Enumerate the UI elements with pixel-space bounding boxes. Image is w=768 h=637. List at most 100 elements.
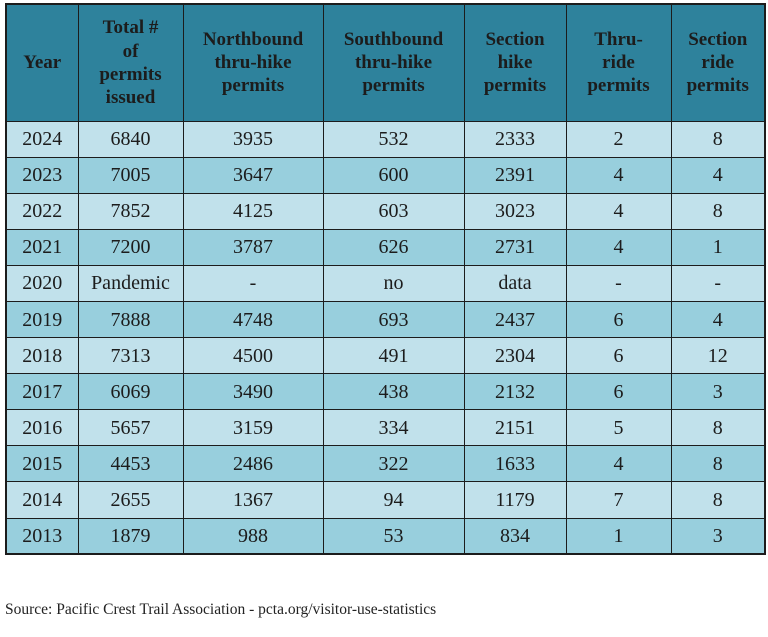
value-cell: 1633 [463, 445, 567, 483]
table-row: 2019 7888 4748 693 2437 6 4 [5, 300, 766, 339]
value-cell: 5 [565, 409, 672, 447]
value-cell: 3935 [182, 120, 324, 158]
value-cell: 834 [463, 517, 567, 555]
value-cell: 2151 [463, 409, 567, 447]
value-cell: 2333 [463, 120, 567, 158]
value-cell: 7313 [77, 337, 184, 375]
value-cell: 6840 [77, 120, 184, 158]
value-cell: 4500 [182, 337, 324, 375]
value-cell: 322 [322, 445, 465, 483]
value-cell: 4 [565, 228, 672, 266]
value-cell: 1 [670, 228, 766, 266]
table-row: 2017 6069 3490 438 2132 6 3 [5, 373, 766, 411]
value-cell: 4 [670, 156, 766, 194]
value-cell: 988 [182, 517, 324, 555]
value-cell: 600 [322, 156, 465, 194]
value-cell: 6069 [77, 373, 184, 411]
value-cell: 8 [670, 481, 766, 519]
value-cell: 5657 [77, 409, 184, 447]
value-cell: 334 [322, 409, 465, 447]
value-cell: 1367 [182, 481, 324, 519]
value-cell: 6 [565, 300, 672, 339]
year-cell: 2024 [5, 120, 79, 158]
table-body: 2024 6840 3935 532 2333 2 8 2023 7005 3647 600 2391… [5, 120, 766, 555]
year-cell: 2013 [5, 517, 79, 555]
value-cell: 2655 [77, 481, 184, 519]
value-cell: - [565, 264, 672, 302]
value-cell: 1879 [77, 517, 184, 555]
year-cell: 2021 [5, 228, 79, 266]
value-cell: - [670, 264, 766, 302]
value-cell: 3023 [463, 192, 567, 230]
col-header-southbound: Southbound thru-hike permits [322, 3, 465, 122]
col-header-section-ride: Section ride permits [670, 3, 766, 122]
table-row: 2018 7313 4500 491 2304 6 12 [5, 337, 766, 375]
source-note: Source: Pacific Crest Trail Association … [5, 601, 437, 618]
value-cell: 532 [322, 120, 465, 158]
col-header-northbound: Northbound thru-hike permits [182, 3, 324, 122]
value-cell: - [182, 264, 324, 302]
value-cell: 6 [565, 373, 672, 411]
year-cell: 2015 [5, 445, 79, 483]
value-cell: 2437 [463, 300, 567, 339]
value-cell: 693 [322, 300, 465, 339]
header-row: Year Total # of permits issued Northboun… [5, 3, 766, 122]
value-cell: 7888 [77, 300, 184, 339]
value-cell: 3647 [182, 156, 324, 194]
col-header-section-hike: Section hike permits [463, 3, 567, 122]
value-cell: 7 [565, 481, 672, 519]
value-cell: 53 [322, 517, 465, 555]
value-cell: 2304 [463, 337, 567, 375]
value-cell: 2391 [463, 156, 567, 194]
table-row: 2022 7852 4125 603 3023 4 8 [5, 192, 766, 230]
value-cell: 626 [322, 228, 465, 266]
value-cell: 7005 [77, 156, 184, 194]
value-cell: 7200 [77, 228, 184, 266]
table-row: 2021 7200 3787 626 2731 4 1 [5, 228, 766, 266]
table-row: 2024 6840 3935 532 2333 2 8 [5, 120, 766, 158]
value-cell: 4 [565, 192, 672, 230]
table-row: 2014 2655 1367 94 1179 7 8 [5, 481, 766, 519]
value-cell: data [463, 264, 567, 302]
value-cell: 4 [670, 300, 766, 339]
year-cell: 2023 [5, 156, 79, 194]
value-cell: 1 [565, 517, 672, 555]
year-cell: 2022 [5, 192, 79, 230]
value-cell: 8 [670, 192, 766, 230]
value-cell: no [322, 264, 465, 302]
table-row: 2023 7005 3647 600 2391 4 4 [5, 156, 766, 194]
value-cell: 3 [670, 373, 766, 411]
value-cell: 6 [565, 337, 672, 375]
year-cell: 2018 [5, 337, 79, 375]
value-cell: 4125 [182, 192, 324, 230]
value-cell: 8 [670, 409, 766, 447]
table-row: 2020 Pandemic - no data - - [5, 264, 766, 302]
value-cell: 603 [322, 192, 465, 230]
value-cell: 2132 [463, 373, 567, 411]
value-cell: 8 [670, 445, 766, 483]
value-cell: 7852 [77, 192, 184, 230]
year-cell: 2017 [5, 373, 79, 411]
value-cell: 2486 [182, 445, 324, 483]
pct-permits-table: Year Total # of permits issued Northboun… [5, 3, 766, 556]
table-row: 2015 4453 2486 322 1633 4 8 [5, 445, 766, 483]
value-cell: 2731 [463, 228, 567, 266]
value-cell: 4453 [77, 445, 184, 483]
year-cell: 2014 [5, 481, 79, 519]
value-cell: 4 [565, 156, 672, 194]
table-row: 2013 1879 988 53 834 1 3 [5, 517, 766, 555]
year-cell: 2016 [5, 409, 79, 447]
value-cell: 3159 [182, 409, 324, 447]
value-cell: 3 [670, 517, 766, 555]
value-cell: 3490 [182, 373, 324, 411]
value-cell: 8 [670, 120, 766, 158]
value-cell: 1179 [463, 481, 567, 519]
value-cell: 94 [322, 481, 465, 519]
col-header-year: Year [5, 3, 79, 122]
value-cell: 2 [565, 120, 672, 158]
value-cell: 491 [322, 337, 465, 375]
value-cell: 438 [322, 373, 465, 411]
value-cell: 12 [670, 337, 766, 375]
col-header-total-permits: Total # of permits issued [77, 3, 184, 122]
